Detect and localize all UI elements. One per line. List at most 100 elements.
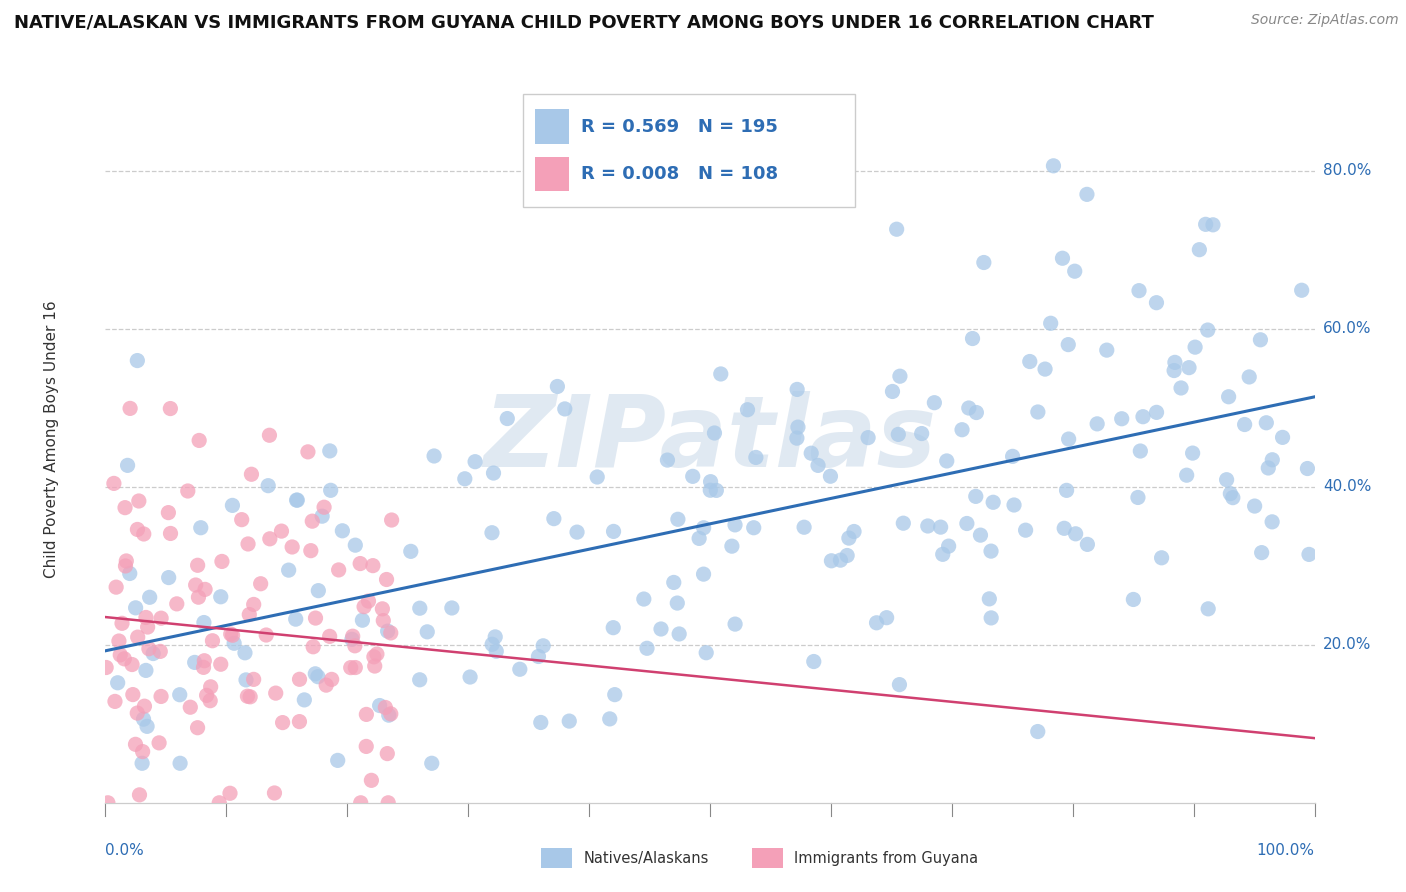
- Point: [1261, 452, 1284, 467]
- Point: [695, 646, 717, 660]
- Point: [699, 483, 721, 498]
- Point: [603, 688, 626, 702]
- Point: [924, 395, 946, 409]
- Point: [117, 458, 139, 473]
- Point: [354, 739, 377, 754]
- Point: [179, 700, 201, 714]
- Point: [1163, 363, 1185, 377]
- Point: [704, 483, 727, 498]
- Point: [339, 660, 361, 674]
- Point: [1095, 343, 1118, 358]
- Point: [224, 636, 246, 650]
- Point: [94, 660, 117, 674]
- Point: [356, 707, 378, 722]
- Point: [1122, 592, 1144, 607]
- Text: Immigrants from Guyana: Immigrants from Guyana: [794, 851, 979, 865]
- Point: [965, 489, 987, 503]
- Point: [242, 598, 264, 612]
- Point: [127, 706, 149, 720]
- Point: [118, 566, 141, 581]
- Point: [193, 654, 215, 668]
- Point: [1129, 444, 1152, 458]
- Point: [131, 756, 153, 771]
- Point: [132, 527, 155, 541]
- Point: [650, 622, 672, 636]
- Point: [1175, 468, 1198, 483]
- Point: [837, 549, 859, 563]
- Point: [238, 607, 260, 622]
- Point: [188, 434, 211, 448]
- Point: [121, 657, 143, 672]
- Point: [112, 652, 135, 666]
- Point: [127, 523, 149, 537]
- Point: [737, 402, 759, 417]
- Point: [820, 554, 842, 568]
- Point: [724, 517, 747, 532]
- Point: [882, 384, 904, 399]
- Point: [332, 524, 354, 538]
- Point: [135, 664, 157, 678]
- Point: [887, 427, 910, 442]
- Point: [221, 499, 243, 513]
- Point: [602, 524, 624, 539]
- Point: [259, 428, 281, 442]
- Point: [343, 639, 366, 653]
- Point: [956, 516, 979, 531]
- Point: [157, 506, 180, 520]
- Text: 100.0%: 100.0%: [1257, 843, 1315, 858]
- Point: [786, 431, 808, 445]
- Point: [344, 660, 367, 674]
- Point: [142, 647, 165, 661]
- Point: [950, 423, 973, 437]
- Point: [1249, 333, 1271, 347]
- Point: [1291, 283, 1313, 297]
- Text: R = 0.569   N = 195: R = 0.569 N = 195: [581, 118, 778, 136]
- Point: [114, 500, 136, 515]
- Point: [114, 558, 136, 573]
- Point: [264, 686, 287, 700]
- Point: [980, 611, 1002, 625]
- FancyBboxPatch shape: [523, 94, 855, 207]
- Point: [911, 426, 934, 441]
- Point: [239, 690, 262, 704]
- Point: [371, 602, 394, 616]
- Point: [531, 639, 554, 653]
- Point: [965, 405, 987, 419]
- Point: [820, 469, 842, 483]
- Point: [128, 494, 150, 508]
- Point: [314, 500, 336, 515]
- Point: [242, 673, 264, 687]
- Point: [464, 455, 486, 469]
- Point: [236, 537, 259, 551]
- Point: [209, 590, 232, 604]
- Point: [254, 628, 277, 642]
- Point: [200, 680, 222, 694]
- Point: [375, 573, 398, 587]
- Point: [935, 454, 957, 468]
- Point: [527, 649, 550, 664]
- Point: [962, 332, 984, 346]
- Point: [1111, 411, 1133, 425]
- Point: [530, 715, 553, 730]
- Point: [938, 539, 960, 553]
- Point: [304, 666, 326, 681]
- Point: [221, 628, 243, 642]
- Point: [1002, 498, 1025, 512]
- Point: [682, 469, 704, 483]
- Point: [981, 495, 1004, 509]
- Bar: [534, 109, 568, 145]
- Point: [1150, 550, 1173, 565]
- Point: [865, 615, 887, 630]
- Point: [378, 708, 401, 723]
- Point: [301, 514, 323, 528]
- Point: [198, 694, 221, 708]
- Point: [917, 519, 939, 533]
- Point: [377, 796, 399, 810]
- Point: [1298, 548, 1320, 562]
- Point: [111, 616, 134, 631]
- Point: [932, 547, 955, 561]
- Point: [745, 450, 768, 465]
- Point: [786, 383, 808, 397]
- Point: [1026, 405, 1049, 419]
- Point: [842, 524, 865, 539]
